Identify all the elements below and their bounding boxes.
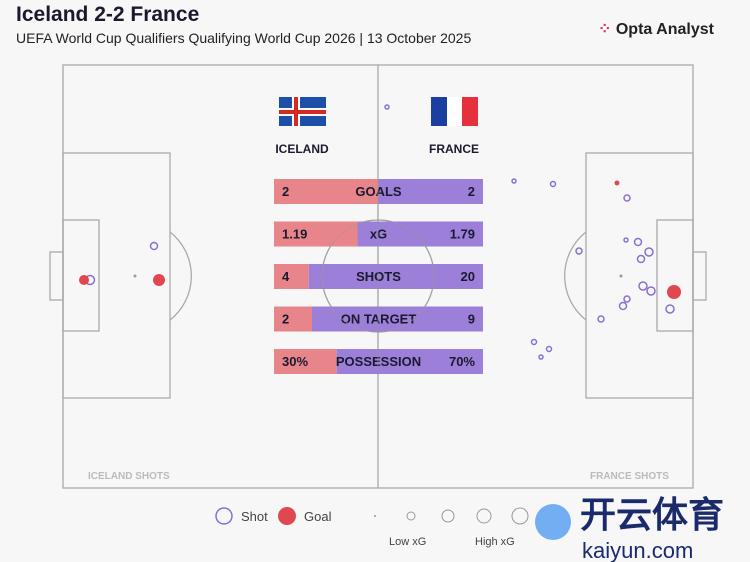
stat-row: 30%POSSESSION70% [274,349,483,374]
stat-label: ON TARGET [341,312,417,327]
shot-marker [597,315,605,323]
goal-marker [79,275,89,285]
penalty-spot [133,274,137,278]
home-value: 30% [282,354,308,369]
home-bar [274,306,312,332]
away-team-label: FRANCE [429,142,479,156]
shot-marker [545,345,553,353]
away-bar [308,264,483,289]
shot-marker [623,194,631,202]
home-value: 4 [282,269,290,284]
watermark-cn: 开云体育 [580,494,724,535]
shot-marker [549,180,557,188]
home-value: 2 [282,312,289,327]
shot-marker [530,338,538,346]
legend-xg-size-icon [511,507,529,525]
shot-marker [384,104,390,110]
away-value: 20 [461,269,475,284]
legend-xg-size-icon [406,511,416,521]
brand-dots-icon: ⁘ [598,21,616,38]
away-bar [378,179,483,204]
stat-row: 4 SHOTS 20 [274,264,483,289]
shot-marker [623,237,629,243]
goal-marker [153,274,165,286]
away-value: 2 [468,184,475,199]
shot-marker [633,237,643,247]
watermark-url: kaiyun.com [582,538,693,562]
iceland-flag-icon [279,97,326,126]
legend-high-xg: High xG [475,536,515,548]
brand-name: Opta Analyst [615,21,714,38]
away-value: 1.79 [450,227,475,242]
shot-marker [636,254,646,264]
subtitle: UEFA World Cup Qualifiers Qualifying Wor… [16,30,472,46]
legend-low-xg: Low xG [389,536,426,548]
watermark: 开云体育 kaiyun.com [535,494,724,562]
shot-marker [511,178,517,184]
legend-shot: Shot [241,509,268,524]
shot-marker [623,295,631,303]
home-value: 2 [282,184,289,199]
legend: Shot Goal Low xG High xG [215,507,529,548]
legend-xg-size-icon [374,515,376,517]
home-pitch-label: ICELAND SHOTS [88,471,170,482]
stat-label: GOALS [355,184,402,199]
shot-marker [149,241,159,251]
home-bar [274,221,358,247]
stat-label: SHOTS [356,269,401,284]
france-flag-icon [431,97,478,126]
away-pitch-label: FRANCE SHOTS [590,471,669,482]
home-bar [274,264,309,289]
away-value: 70% [449,354,475,369]
legend-goal-icon [278,507,296,525]
home-team-label: ICELAND [275,142,329,156]
shot-marker [646,286,656,296]
home-bar [274,179,379,204]
away-bar [336,349,483,374]
watermark-ball-icon [535,504,571,540]
shot-marker [575,247,583,255]
page-title: Iceland 2-2 France [16,3,200,26]
shot-marker [618,301,628,311]
away-value: 9 [468,312,475,327]
legend-xg-size-icon [441,509,455,523]
legend-xg-size-icon [476,508,492,524]
shot-marker [638,281,648,291]
away-bar [312,306,483,332]
home-bar [274,349,337,374]
shot-marker [538,354,544,360]
legend-goal: Goal [304,509,332,524]
goal-marker [667,285,681,299]
legend-shot-icon [215,507,233,525]
shot-marker [665,304,675,314]
stat-row: 2 GOALS 2 [274,179,483,204]
penalty-spot [619,274,623,278]
stat-row: 2 ON TARGET 9 [274,306,483,332]
goal-marker [614,180,620,186]
shot-marker [644,247,654,257]
home-value: 1.19 [282,227,307,242]
brand-logo: ⁘ Opta Analyst [598,19,714,39]
